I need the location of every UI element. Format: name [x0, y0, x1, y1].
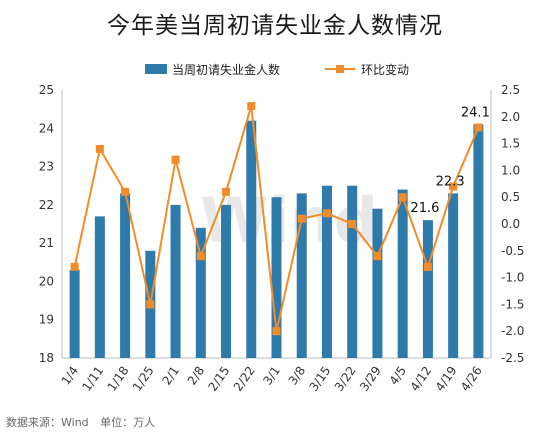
legend-line-marker: [336, 65, 344, 73]
x-tick-label: 2/8: [185, 364, 208, 388]
bar: [397, 189, 408, 358]
line-point: [398, 193, 407, 202]
legend-line-label: 环比变动: [361, 62, 409, 77]
y-right-tick-label: -1.5: [501, 297, 524, 311]
line-point: [272, 327, 281, 336]
x-tick-label: 3/22: [332, 364, 359, 394]
y-right-tick-label: -1.0: [501, 271, 524, 285]
data-label: 21.6: [410, 201, 439, 216]
y-left-tick-label: 21: [39, 236, 54, 250]
bar: [296, 193, 307, 358]
legend-bar-swatch: [145, 64, 167, 74]
x-tick-label: 2/1: [159, 364, 182, 388]
y-left-tick-label: 18: [39, 351, 54, 365]
bar: [195, 227, 206, 358]
bar: [372, 208, 383, 358]
x-tick-label: 3/8: [286, 364, 309, 388]
line-point: [121, 187, 130, 196]
line-point: [373, 252, 382, 261]
bar: [69, 269, 80, 358]
x-tick-label: 3/29: [357, 364, 384, 394]
y-right-tick-label: 1.0: [501, 163, 520, 177]
bar: [422, 220, 433, 358]
y-left-tick-label: 22: [39, 198, 54, 212]
x-tick-label: 4/26: [458, 364, 485, 394]
bar: [448, 193, 459, 358]
y-right-tick-label: 0.0: [501, 217, 520, 231]
x-tick-label: 1/4: [59, 364, 82, 388]
line-point: [474, 123, 483, 132]
footer: 数据来源：Wind 单位：万人: [6, 414, 163, 430]
line-point: [196, 252, 205, 261]
bar: [221, 204, 232, 358]
bar: [347, 185, 358, 358]
x-tick-label: 4/19: [433, 364, 460, 394]
x-tick-label: 4/12: [407, 364, 434, 394]
data-label: 22.3: [436, 174, 465, 189]
y-right-tick-label: 0.5: [501, 190, 520, 204]
legend: 当周初请失业金人数 环比变动: [145, 62, 409, 77]
line-point: [297, 214, 306, 223]
bar: [120, 193, 131, 358]
data-label: 24.1: [461, 105, 490, 120]
line-point: [146, 300, 155, 309]
y-right-tick-label: -0.5: [501, 244, 524, 258]
y-left-tick-label: 19: [39, 313, 54, 327]
line-point: [322, 209, 331, 218]
line-point: [222, 187, 231, 196]
y-right-tick-label: 2.5: [501, 83, 520, 97]
line-point: [171, 155, 180, 164]
y-right-tick-label: 2.0: [501, 110, 520, 124]
y-left-tick-label: 24: [39, 121, 54, 135]
x-tick-label: 1/18: [105, 364, 132, 394]
x-tick-label: 3/1: [260, 364, 283, 388]
bar: [473, 124, 484, 358]
y-right-tick-label: -2.5: [501, 351, 524, 365]
line-point: [348, 220, 357, 228]
y-right-tick-label: -2.0: [501, 324, 524, 338]
bar: [170, 204, 181, 358]
y-left-tick-label: 20: [39, 274, 54, 288]
x-tick-label: 2/15: [206, 364, 233, 394]
line-point: [95, 144, 104, 153]
bar: [94, 216, 105, 358]
x-tick-label: 2/22: [231, 364, 258, 394]
x-tick-label: 4/5: [387, 364, 410, 388]
chart-title: 今年美当周初请失业金人数情况: [107, 13, 443, 39]
source-note: 数据来源：Wind: [6, 416, 89, 429]
bar: [271, 197, 282, 358]
line-point: [449, 182, 458, 191]
x-tick-label: 1/25: [130, 364, 157, 394]
y-right-tick-label: 1.5: [501, 137, 520, 151]
y-left-tick-label: 23: [39, 160, 54, 174]
bar: [321, 185, 332, 358]
y-left-tick-label: 25: [39, 83, 54, 97]
line-point: [247, 102, 256, 111]
bar: [246, 120, 257, 358]
x-tick-label: 3/15: [307, 364, 334, 394]
line-point: [423, 262, 432, 271]
line-point: [70, 262, 79, 271]
unit-note: 单位：万人: [100, 416, 156, 429]
legend-bar-label: 当周初请失业金人数: [172, 62, 280, 77]
x-tick-label: 1/11: [79, 364, 106, 394]
